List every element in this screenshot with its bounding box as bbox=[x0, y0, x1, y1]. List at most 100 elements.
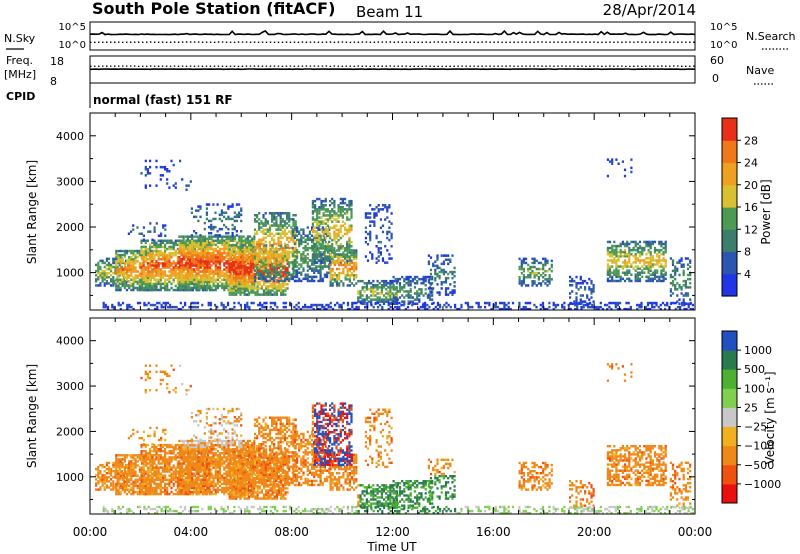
power-cell bbox=[398, 296, 402, 299]
power-cell bbox=[329, 267, 332, 271]
power-cell bbox=[156, 301, 159, 305]
power-cell bbox=[333, 280, 336, 283]
power-cell bbox=[206, 274, 209, 277]
power-cell bbox=[203, 243, 207, 247]
power-cell bbox=[241, 274, 244, 278]
power-cell bbox=[339, 208, 342, 211]
power-cell bbox=[429, 272, 433, 276]
power-cell bbox=[335, 280, 339, 283]
power-cell bbox=[179, 280, 182, 284]
power-cell bbox=[275, 253, 278, 256]
power-cell bbox=[312, 307, 315, 311]
power-cell bbox=[132, 260, 135, 263]
power-cell bbox=[125, 251, 129, 255]
power-cell bbox=[306, 277, 309, 281]
power-cell bbox=[237, 266, 240, 270]
power-cell bbox=[212, 262, 215, 265]
power-cell bbox=[293, 259, 296, 262]
power-cell bbox=[486, 301, 489, 305]
power-cell bbox=[166, 286, 169, 290]
power-cell bbox=[209, 288, 212, 292]
power-cell bbox=[265, 264, 268, 268]
power-cell bbox=[199, 245, 202, 249]
power-cell bbox=[138, 253, 141, 257]
power-cell bbox=[182, 249, 185, 253]
power-cell bbox=[346, 261, 349, 264]
power-cell bbox=[154, 303, 157, 307]
power-cell bbox=[151, 262, 154, 265]
power-cell bbox=[176, 260, 179, 263]
power-cell bbox=[396, 277, 399, 281]
power-cell bbox=[235, 272, 238, 276]
power-cell bbox=[170, 241, 173, 245]
power-cell bbox=[634, 275, 637, 279]
power-cell bbox=[140, 268, 143, 271]
power-cell bbox=[674, 265, 677, 268]
power-cell bbox=[125, 278, 129, 281]
power-cell bbox=[669, 275, 672, 279]
power-cell bbox=[649, 277, 652, 281]
power-cell bbox=[669, 290, 672, 293]
power-cell bbox=[197, 219, 200, 223]
power-cell bbox=[314, 261, 317, 264]
power-cell bbox=[613, 248, 616, 252]
power-cell bbox=[210, 258, 213, 261]
power-cell bbox=[337, 210, 340, 213]
power-cell bbox=[235, 244, 238, 247]
power-cell bbox=[409, 290, 412, 293]
power-cell bbox=[311, 267, 314, 270]
power-cell bbox=[338, 303, 341, 307]
power-cell bbox=[151, 251, 154, 255]
power-cell bbox=[273, 285, 276, 288]
power-cell bbox=[195, 239, 198, 242]
power-cell bbox=[608, 271, 612, 274]
date-label: 28/Apr/2014 bbox=[603, 1, 696, 19]
power-cell bbox=[630, 170, 633, 174]
power-cell bbox=[159, 245, 162, 249]
power-cell bbox=[247, 266, 251, 270]
power-cell bbox=[243, 281, 246, 284]
power-cell bbox=[203, 272, 207, 275]
power-cell bbox=[302, 232, 305, 235]
power-cell bbox=[338, 253, 341, 256]
power-cell bbox=[323, 265, 326, 268]
power-cell bbox=[155, 274, 158, 277]
power-cell bbox=[232, 276, 236, 280]
power-cell bbox=[544, 307, 547, 311]
power-cell bbox=[293, 305, 296, 309]
power-cell bbox=[353, 274, 356, 277]
power-cell bbox=[682, 284, 685, 287]
power-cell bbox=[188, 245, 192, 249]
power-cell bbox=[203, 239, 207, 242]
power-cell bbox=[366, 243, 370, 246]
power-cell bbox=[149, 256, 152, 259]
power-cell bbox=[416, 296, 419, 299]
power-cell bbox=[216, 276, 219, 279]
power-cell bbox=[203, 227, 206, 231]
power-cell bbox=[338, 274, 341, 277]
power-cell bbox=[237, 248, 240, 251]
power-cell bbox=[331, 261, 334, 265]
power-cell bbox=[260, 287, 263, 290]
power-cell bbox=[444, 289, 448, 292]
power-cell bbox=[97, 267, 100, 271]
power-cell bbox=[292, 250, 295, 254]
power-cell bbox=[195, 274, 198, 277]
power-cell bbox=[292, 259, 295, 262]
power-cell bbox=[376, 298, 379, 301]
power-cell bbox=[262, 244, 266, 247]
power-cell bbox=[390, 222, 393, 225]
power-cell bbox=[123, 286, 126, 290]
freq-tick-low: 8 bbox=[50, 75, 57, 88]
power-cell bbox=[488, 301, 491, 305]
power-cell bbox=[611, 250, 614, 254]
power-cell bbox=[626, 242, 629, 246]
power-cell bbox=[264, 220, 267, 223]
power-cell bbox=[350, 208, 353, 211]
power-cell bbox=[225, 239, 228, 242]
power-cell bbox=[176, 282, 179, 286]
power-cell bbox=[146, 286, 149, 290]
power-cell bbox=[348, 238, 351, 242]
power-cell bbox=[337, 214, 340, 217]
power-cell bbox=[304, 234, 307, 237]
